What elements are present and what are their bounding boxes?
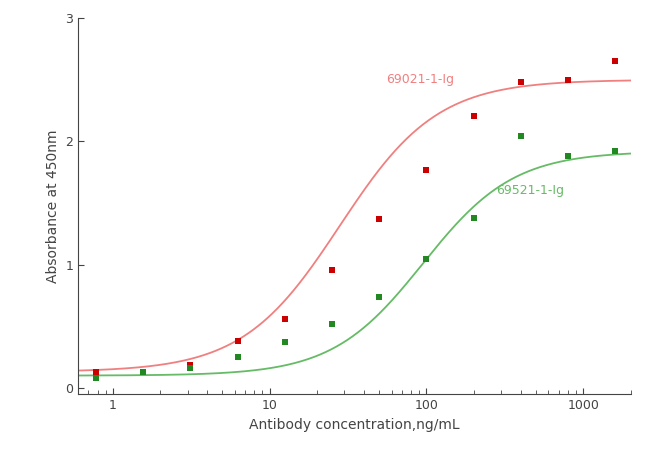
Point — [610, 148, 621, 155]
Y-axis label: Absorbance at 450nm: Absorbance at 450nm — [46, 130, 60, 283]
Text: 69521-1-Ig: 69521-1-Ig — [497, 184, 565, 197]
Point — [185, 361, 196, 368]
Text: 69021-1-Ig: 69021-1-Ig — [385, 73, 454, 86]
Point — [90, 368, 101, 376]
Point — [515, 133, 526, 140]
Point — [138, 368, 148, 376]
Point — [280, 339, 290, 346]
Point — [90, 375, 101, 382]
Point — [233, 353, 243, 361]
X-axis label: Antibody concentration,ng/mL: Antibody concentration,ng/mL — [249, 418, 460, 432]
Point — [138, 368, 148, 376]
Point — [469, 214, 479, 222]
Point — [327, 266, 337, 273]
Point — [469, 112, 479, 119]
Point — [185, 365, 196, 372]
Point — [280, 315, 290, 323]
Point — [374, 293, 384, 300]
Point — [421, 166, 432, 173]
Point — [421, 255, 432, 262]
Point — [327, 320, 337, 328]
Point — [515, 79, 526, 86]
Point — [233, 337, 243, 345]
Point — [374, 216, 384, 223]
Point — [563, 153, 573, 160]
Point — [563, 76, 573, 83]
Point — [610, 58, 621, 65]
